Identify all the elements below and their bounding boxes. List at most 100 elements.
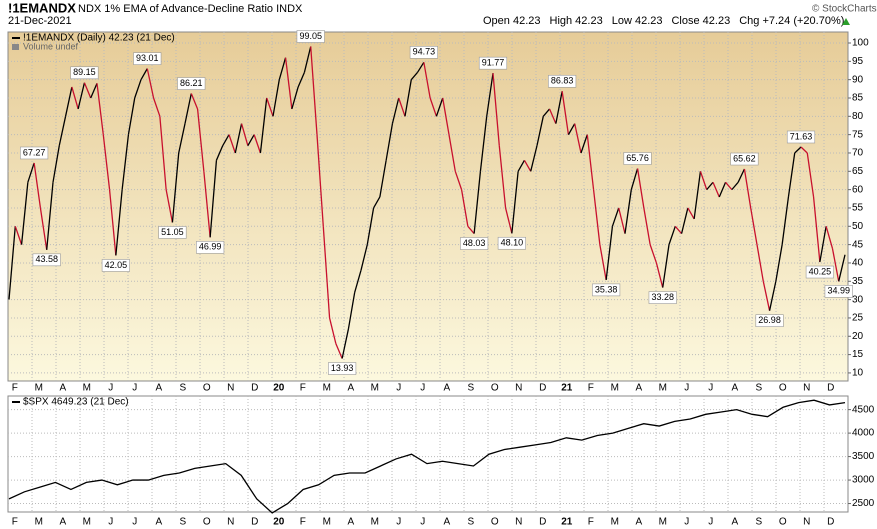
x-tick-label: O (491, 383, 499, 394)
line-segment (643, 207, 651, 245)
line-segment (429, 97, 438, 117)
line-segment (750, 207, 758, 245)
line-segment (278, 57, 287, 80)
annotation-label: 35.38 (595, 284, 618, 294)
line-segment (391, 97, 400, 124)
line-segment (360, 244, 368, 271)
line-segment (756, 244, 764, 282)
panel-top (7, 31, 849, 382)
annotation-box (730, 152, 759, 166)
y-tick-label: 80 (852, 111, 864, 122)
line-segment (498, 145, 507, 209)
y-tick-label: 25 (852, 313, 864, 324)
annotation-box (592, 283, 621, 297)
x-tick-label: S (467, 383, 474, 394)
line-segment (398, 97, 406, 117)
x-tick-label: F (300, 517, 306, 528)
y-tick-label: 55 (852, 203, 864, 214)
line-segment (328, 317, 337, 344)
x-tick-label: J (420, 517, 425, 528)
x-tick-label: O (779, 517, 787, 528)
line-segment (209, 160, 218, 238)
line-segment (530, 145, 538, 172)
line-segment (567, 123, 576, 135)
line-segment (718, 182, 727, 198)
line-segment (335, 343, 343, 359)
line-segment (662, 244, 670, 288)
y-tick-label: 90 (852, 74, 864, 85)
x-tick-label: F (588, 517, 594, 528)
x-tick-label: D (251, 517, 258, 528)
line-segment (341, 328, 350, 359)
x-tick-label: J (684, 517, 689, 528)
y-tick-label: 60 (852, 184, 864, 195)
line-segment (762, 281, 771, 311)
date: 21-Dec-2021 (8, 15, 72, 27)
line-segment (58, 116, 67, 146)
x-tick-label: J (420, 383, 425, 394)
y-tick-label: 65 (852, 166, 864, 177)
line-segment (297, 72, 306, 88)
line-segment (253, 134, 262, 154)
legend: !1EMANDX (Daily) 42.23 (21 Dec) (23, 33, 175, 44)
x-tick-label: D (827, 383, 834, 394)
line-segment (511, 171, 519, 234)
line-segment (800, 146, 808, 154)
y-tick-label: 95 (852, 56, 864, 67)
x-tick-label: A (443, 383, 450, 394)
annotation-box (548, 74, 577, 88)
annotation-label: 26.98 (758, 315, 781, 325)
line-segment (184, 93, 192, 124)
x-tick-label: 20 (273, 383, 285, 394)
annotation-box (755, 314, 784, 327)
volume-note: Volume undef (23, 41, 79, 51)
line-segment (266, 97, 274, 117)
x-tick-label: M (659, 383, 667, 394)
line-segment (14, 226, 23, 245)
y-tick-label: 70 (852, 148, 864, 159)
line-segment (121, 134, 130, 190)
line-segment (203, 171, 211, 238)
line-segment (291, 86, 299, 110)
annotation-label: 46.99 (199, 242, 222, 252)
line-segment (825, 226, 834, 249)
line-segment (699, 171, 708, 190)
x-tick-label: M (371, 383, 379, 394)
line-segment (190, 93, 199, 110)
line-segment (693, 171, 702, 220)
line-segment (215, 145, 224, 161)
quote-item: High 42.23 (550, 15, 603, 27)
y-tick-label: 15 (852, 349, 864, 360)
annotation-label: 91.77 (482, 58, 505, 68)
line-segment (90, 83, 98, 99)
line-segment (8, 226, 16, 300)
line-segment (460, 189, 469, 227)
line-segment (366, 207, 375, 245)
x-tick-label: A (635, 383, 642, 394)
line-segment (523, 159, 532, 172)
annotation-label: 65.76 (626, 153, 649, 163)
copyright: © StockCharts.com (812, 4, 877, 15)
x-tick-label: F (12, 517, 18, 528)
line-segment (574, 123, 582, 154)
annotation-label: 71.63 (790, 131, 813, 141)
line-segment (680, 207, 689, 234)
annotation-box (805, 265, 834, 279)
line-segment (178, 123, 186, 154)
line-segment (806, 152, 815, 198)
x-tick-label: D (251, 383, 258, 394)
annotation-label: 89.15 (73, 67, 96, 77)
x-tick-label: A (59, 517, 66, 528)
line-segment (819, 226, 827, 263)
line-segment (46, 182, 54, 250)
x-tick-label: A (155, 517, 162, 528)
x-tick-label: M (611, 517, 619, 528)
x-tick-label: M (323, 383, 331, 394)
y-tick-label: 30 (852, 294, 864, 305)
line-segment (649, 244, 658, 264)
x-tick-label: N (515, 383, 522, 394)
annotation-box (328, 362, 357, 375)
line-segment (737, 168, 746, 183)
line-segment (83, 82, 92, 99)
